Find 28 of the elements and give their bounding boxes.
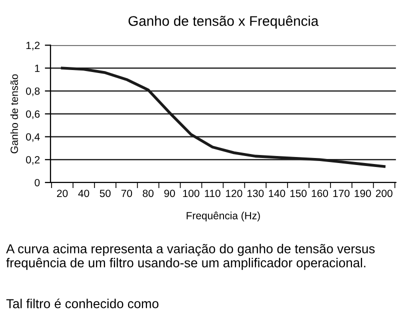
text: Tal filtro é conhecido como bbox=[6, 298, 158, 308]
chart-title: Ganho de tensão x Frequência bbox=[128, 16, 319, 29]
x-tick-label: 110 bbox=[204, 190, 220, 198]
x-tick-label: 80 bbox=[142, 190, 154, 198]
y-tick-label: 0,6 bbox=[26, 110, 40, 119]
x-tick-label: 140 bbox=[268, 190, 286, 198]
x-tick-label: 130 bbox=[247, 190, 264, 198]
y-tick-label: 0 bbox=[34, 178, 40, 186]
x-tick-label: 200 bbox=[376, 190, 392, 198]
y-tick-label: 0,4 bbox=[26, 133, 40, 142]
x-tick-label: 170 bbox=[333, 190, 350, 198]
x-tick-label: 40 bbox=[78, 190, 90, 198]
x-tick-label: 190 bbox=[354, 190, 371, 198]
y-axis-title: Ganho de tensão bbox=[10, 74, 18, 154]
y-tick-label: 0,2 bbox=[26, 156, 40, 165]
y-tick-label: 0,8 bbox=[26, 87, 40, 96]
text: A curva acima representa a variação do ganho de tensão versus frequência de um filtro usando-se um amplificador operacional. bbox=[6, 244, 375, 270]
x-tick-label: 160 bbox=[312, 190, 328, 198]
x-tick-label: 100 bbox=[183, 190, 200, 198]
x-tick-label: 70 bbox=[121, 190, 132, 198]
y-tick-label: 1,2 bbox=[26, 42, 40, 50]
x-axis-title: Frequência (Hz) bbox=[186, 212, 260, 222]
x-tick-label: 150 bbox=[290, 190, 307, 198]
x-tick-label: 120 bbox=[226, 190, 242, 198]
x-tick-label: 20 bbox=[57, 190, 68, 198]
x-tick-label: 90 bbox=[164, 190, 175, 198]
y-tick-label: 1 bbox=[35, 64, 40, 72]
x-tick-label: 50 bbox=[100, 190, 111, 198]
